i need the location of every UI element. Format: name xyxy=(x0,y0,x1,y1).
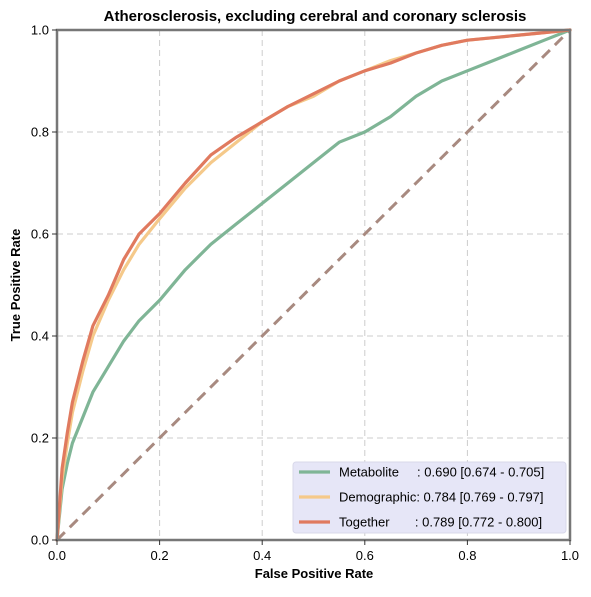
series-line-together xyxy=(55,28,572,542)
x-axis-label: False Positive Rate xyxy=(255,566,374,581)
legend-label-metabolite: Metabolite : 0.690 [0.674 - 0.705] xyxy=(339,465,544,480)
legend-label-together: Together : 0.789 [0.772 - 0.800] xyxy=(339,515,542,530)
x-tick-label: 0.2 xyxy=(151,548,169,563)
x-tick-label: 0.0 xyxy=(48,548,66,563)
x-tick-label: 0.6 xyxy=(356,548,374,563)
series-lines xyxy=(55,28,572,542)
y-axis-label: True Positive Rate xyxy=(8,229,23,342)
y-tick-label: 0.0 xyxy=(31,533,49,548)
chart-title: Atherosclerosis, excluding cerebral and … xyxy=(104,8,527,25)
x-tick-label: 0.4 xyxy=(253,548,271,563)
legend: Metabolite : 0.690 [0.674 - 0.705] Demogr… xyxy=(292,461,567,534)
plot-frame xyxy=(55,28,572,542)
y-axis-ticks: 0.0 0.2 0.4 0.6 0.8 1.0 xyxy=(31,23,57,548)
x-axis-ticks: 0.0 0.2 0.4 0.6 0.8 1.0 xyxy=(48,540,579,563)
y-tick-label: 1.0 xyxy=(31,23,49,38)
diagonal-line xyxy=(55,28,572,542)
chance-diagonal xyxy=(55,28,572,542)
y-tick-label: 0.4 xyxy=(31,329,49,344)
grid-lines xyxy=(57,30,570,540)
legend-box xyxy=(292,461,567,534)
x-tick-label: 0.8 xyxy=(458,548,476,563)
legend-label-demographic: Demographic: 0.784 [0.769 - 0.797] xyxy=(339,490,544,505)
series-line-metabolite xyxy=(55,28,572,542)
y-tick-label: 0.8 xyxy=(31,125,49,140)
x-tick-label: 1.0 xyxy=(561,548,579,563)
y-tick-label: 0.6 xyxy=(31,227,49,242)
y-tick-label: 0.2 xyxy=(31,431,49,446)
